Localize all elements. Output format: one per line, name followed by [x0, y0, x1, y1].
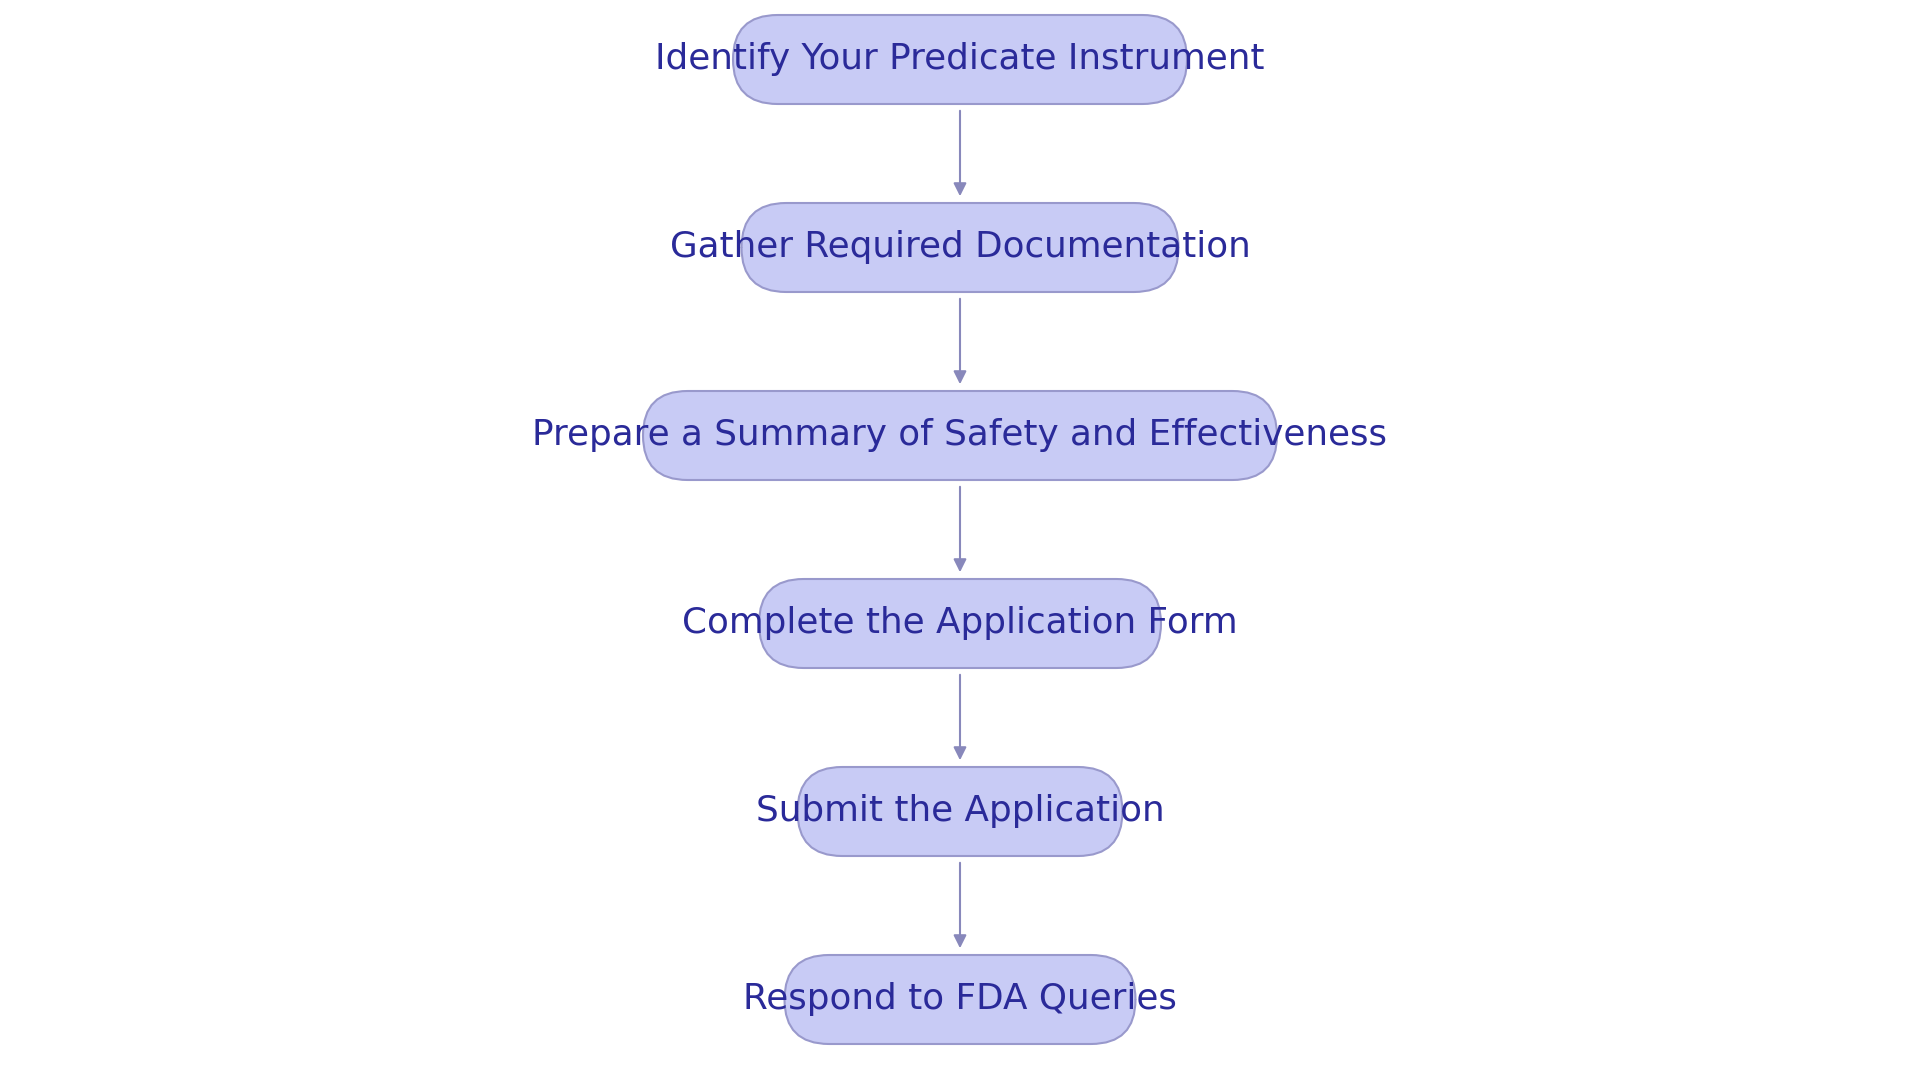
FancyBboxPatch shape [797, 767, 1123, 856]
FancyBboxPatch shape [758, 579, 1162, 668]
FancyBboxPatch shape [741, 203, 1179, 292]
Text: Prepare a Summary of Safety and Effectiveness: Prepare a Summary of Safety and Effectiv… [532, 418, 1388, 453]
FancyBboxPatch shape [643, 391, 1277, 480]
Text: Gather Required Documentation: Gather Required Documentation [670, 231, 1250, 264]
FancyBboxPatch shape [785, 955, 1135, 1044]
Text: Respond to FDA Queries: Respond to FDA Queries [743, 982, 1177, 1017]
Text: Submit the Application: Submit the Application [756, 795, 1164, 828]
Text: Complete the Application Form: Complete the Application Form [682, 606, 1238, 640]
FancyBboxPatch shape [733, 15, 1187, 104]
Text: Identify Your Predicate Instrument: Identify Your Predicate Instrument [655, 42, 1265, 77]
